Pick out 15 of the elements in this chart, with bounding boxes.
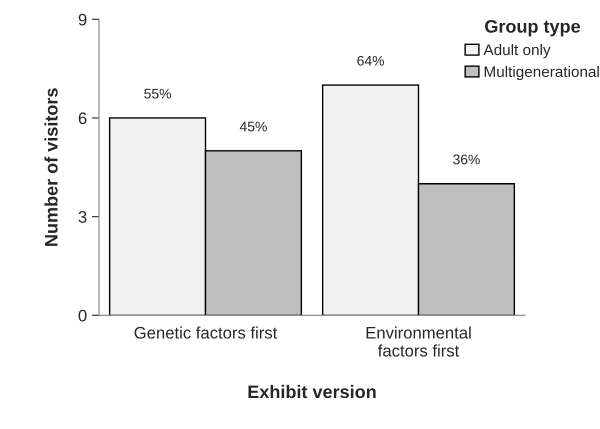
- y-tick-label: 0: [78, 310, 87, 322]
- annotation: 55%: [144, 88, 171, 99]
- annotation: 36%: [453, 154, 480, 164]
- legend-label: Multigenerational: [484, 66, 599, 80]
- y-tick-label: 6: [78, 112, 86, 124]
- x-axis-title: Exhibit version: [248, 384, 376, 398]
- annotation: 45%: [240, 122, 267, 132]
- x-tick-label: Environmental factors first: [366, 326, 471, 357]
- y-axis-title: Number of visitors: [44, 88, 58, 246]
- legend-title: Group type: [485, 20, 580, 36]
- annotation: 64%: [357, 56, 384, 66]
- legend-label: Adult only: [484, 44, 551, 58]
- y-tick-label: 9: [78, 14, 86, 26]
- y-tick-label: 3: [78, 211, 86, 223]
- x-tick-label: Genetic factors first: [134, 326, 278, 339]
